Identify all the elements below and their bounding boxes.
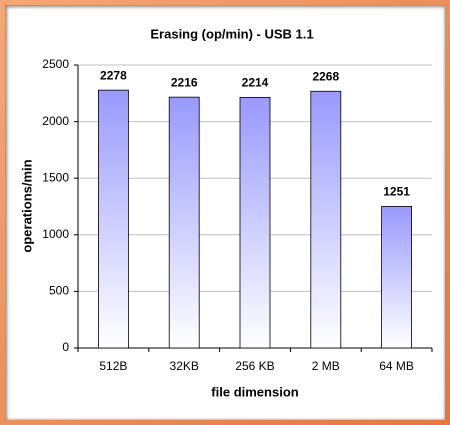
x-tick-label: 256 KB [235,359,274,373]
x-tick-label: 64 MB [379,359,414,373]
y-tick-label: 2000 [42,114,69,128]
value-label: 2216 [171,75,198,89]
bar [381,205,413,349]
y-axis-label: operations/min [19,159,34,252]
value-label: 2278 [100,68,127,82]
y-tick-label: 1500 [42,170,69,184]
x-tick-label: 512B [99,359,127,373]
x-axis-label: file dimension [211,384,298,399]
bar [98,89,129,349]
value-label: 2214 [242,76,269,90]
y-tick-label: 2500 [42,57,69,71]
y-tick-label: 500 [49,284,69,298]
x-tick-label: 2 MB [312,359,340,373]
bar [239,96,271,349]
y-tick-label: 0 [62,340,69,354]
chart-title: Erasing (op/min) - USB 1.1 [150,26,313,41]
bar [310,90,342,349]
value-label: 2268 [312,69,339,83]
y-tick-label: 1000 [42,227,69,241]
value-label: 1251 [383,185,410,199]
x-tick-label: 32KB [170,359,199,373]
bar [168,96,200,349]
